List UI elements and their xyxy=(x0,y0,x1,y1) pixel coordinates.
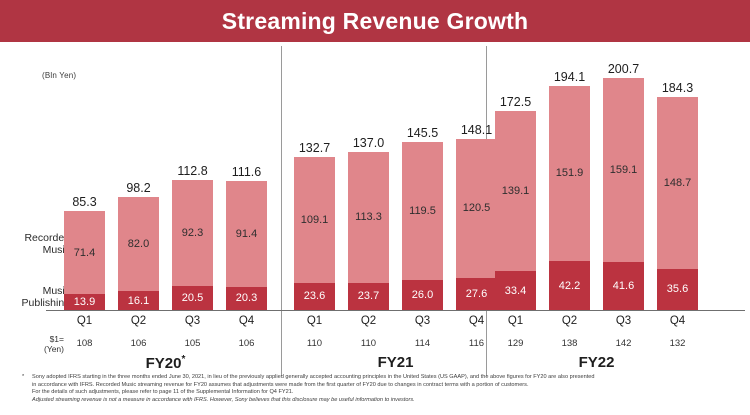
exchange-rate-fy22-q2: 138 xyxy=(561,338,578,349)
exchange-rate-fy20-q2: 106 xyxy=(130,338,147,349)
bar-segment-recorded-music: 139.1 xyxy=(495,110,536,272)
bar-segment-music-publishing: 16.1 xyxy=(118,291,159,310)
bar-total-label: 145.5 xyxy=(406,125,439,140)
x-tick-fy21-q2: Q2 xyxy=(360,315,377,327)
exchange-rate-caption: $1= (Yen) xyxy=(20,334,64,354)
group-divider-fy20-fy21 xyxy=(281,46,282,376)
bar-total-label: 200.7 xyxy=(607,62,640,76)
x-tick-fy22-q4: Q4 xyxy=(669,315,686,327)
bar-fy20-q3: 92.3 20.5 112.8 xyxy=(172,164,213,310)
bar-fy22-q4: 148.7 35.6 184.3 xyxy=(657,81,698,310)
bar-fy22-q1: 139.1 33.4 172.5 xyxy=(495,95,536,310)
legend-recorded-music-line2: Music xyxy=(42,244,70,256)
bar-fy21-q2: 113.3 23.7 137.0 xyxy=(348,136,389,310)
bar-segment-music-publishing: 27.6 xyxy=(456,278,497,310)
bar-segment-recorded-music: 82.0 xyxy=(118,196,159,292)
fy-group-label-fy22: FY22 xyxy=(578,354,615,371)
footnote-line-1: Sony adopted IFRS starting in the three … xyxy=(32,374,595,380)
bar-segment-music-publishing: 13.9 xyxy=(64,293,105,310)
legend-recorded-music-line1: Recorded xyxy=(24,232,70,244)
exchange-rate-fy21-q2: 110 xyxy=(360,338,377,349)
fy-group-label-fy20: FY20* xyxy=(145,354,186,372)
footnote: * Sony adopted IFRS starting in the thre… xyxy=(0,374,750,404)
x-tick-fy20-q2: Q2 xyxy=(130,315,147,327)
x-tick-fy20-q3: Q3 xyxy=(184,315,201,327)
exchange-rate-caption-line1: $1= xyxy=(49,334,64,344)
bar-segment-recorded-music: 113.3 xyxy=(348,151,389,283)
exchange-rate-fy20-q4: 106 xyxy=(238,338,255,349)
bar-segment-recorded-music: 71.4 xyxy=(64,211,105,294)
exchange-rate-fy20-q1: 108 xyxy=(76,338,93,349)
bar-segment-recorded-music: 148.7 xyxy=(657,96,698,269)
bar-total-label: 98.2 xyxy=(126,180,151,195)
title-banner: Streaming Revenue Growth xyxy=(0,0,750,42)
bar-total-label: 111.6 xyxy=(231,165,262,179)
fy-group-label-fy21: FY21 xyxy=(377,354,414,371)
exchange-rate-fy22-q1: 129 xyxy=(507,338,524,349)
x-tick-fy22-q1: Q1 xyxy=(507,315,524,327)
exchange-rate-fy22-q3: 142 xyxy=(615,338,632,349)
page-title: Streaming Revenue Growth xyxy=(221,7,529,34)
bar-total-label: 132.7 xyxy=(298,140,331,155)
exchange-rate-fy20-q3: 105 xyxy=(184,338,201,349)
bar-segment-music-publishing: 33.4 xyxy=(495,271,536,310)
bar-segment-recorded-music: 91.4 xyxy=(226,180,267,287)
bar-total-label: 112.8 xyxy=(177,163,208,178)
fy-group-asterisk: * xyxy=(181,354,186,365)
exchange-rate-fy21-q3: 114 xyxy=(414,338,431,349)
bar-segment-music-publishing: 20.3 xyxy=(226,286,267,310)
bar-fy20-q2: 82.0 16.1 98.2 xyxy=(118,181,159,310)
exchange-rate-fy22-q4: 132 xyxy=(669,338,686,349)
bar-segment-music-publishing: 23.6 xyxy=(294,282,335,310)
bar-segment-music-publishing: 42.2 xyxy=(549,261,590,310)
bar-fy21-q4: 120.5 27.6 148.1 xyxy=(456,123,497,310)
footnote-line-3: For the details of such adjustments, ple… xyxy=(32,389,294,396)
bar-segment-recorded-music: 120.5 xyxy=(456,138,497,279)
bar-fy20-q4: 91.4 20.3 111.6 xyxy=(226,165,267,310)
x-tick-fy21-q1: Q1 xyxy=(306,315,323,327)
bar-segment-recorded-music: 109.1 xyxy=(294,156,335,283)
bar-fy22-q2: 151.9 42.2 194.1 xyxy=(549,70,590,310)
x-axis-baseline xyxy=(46,310,745,311)
exchange-rate-caption-line2: (Yen) xyxy=(43,344,64,354)
bar-segment-recorded-music: 159.1 xyxy=(603,78,644,262)
x-tick-fy21-q4: Q4 xyxy=(468,315,485,327)
bar-segment-recorded-music: 119.5 xyxy=(402,141,443,280)
bar-total-label: 172.5 xyxy=(499,94,532,109)
x-tick-fy20-q4: Q4 xyxy=(238,315,255,327)
x-tick-fy21-q3: Q3 xyxy=(414,315,431,327)
x-tick-fy22-q2: Q2 xyxy=(561,315,578,327)
x-tick-fy20-q1: Q1 xyxy=(76,315,93,327)
legend-music-publishing: Music Publishing xyxy=(4,285,70,309)
chart-canvas: (Bln Yen) Recorded Music Music Publishin… xyxy=(0,42,750,376)
bar-segment-recorded-music: 151.9 xyxy=(549,85,590,262)
bar-fy21-q1: 109.1 23.6 132.7 xyxy=(294,141,335,310)
bar-total-label: 184.3 xyxy=(661,80,694,95)
footnote-line-4: Adjusted streaming revenue is not a meas… xyxy=(32,396,415,403)
exchange-rate-fy21-q1: 110 xyxy=(306,338,323,349)
exchange-rate-fy21-q4: 116 xyxy=(468,338,485,349)
bar-total-label: 194.1 xyxy=(553,69,586,84)
bar-total-label: 85.3 xyxy=(72,195,97,210)
legend-music-publishing-line1: Music xyxy=(42,285,70,297)
x-tick-fy22-q3: Q3 xyxy=(615,315,632,327)
bar-total-label: 148.1 xyxy=(460,122,493,137)
bar-fy20-q1: 71.4 13.9 85.3 xyxy=(64,195,105,310)
bar-segment-music-publishing: 23.7 xyxy=(348,282,389,310)
bar-segment-music-publishing: 35.6 xyxy=(657,268,698,310)
legend-recorded-music: Recorded Music xyxy=(4,232,70,256)
bar-segment-music-publishing: 41.6 xyxy=(603,261,644,310)
bar-fy21-q3: 119.5 26.0 145.5 xyxy=(402,126,443,310)
legend-music-publishing-line2: Publishing xyxy=(21,297,70,309)
bar-segment-music-publishing: 26.0 xyxy=(402,279,443,310)
bar-total-label: 137.0 xyxy=(352,135,385,150)
bar-fy22-q3: 159.1 41.6 200.7 xyxy=(603,62,644,310)
bar-segment-music-publishing: 20.5 xyxy=(172,286,213,310)
y-axis-unit-label: (Bln Yen) xyxy=(42,71,77,80)
bar-segment-recorded-music: 92.3 xyxy=(172,179,213,287)
footnote-asterisk: * xyxy=(22,374,25,380)
footnote-line-2: in accordance with IFRS. Recorded Music … xyxy=(32,381,529,388)
